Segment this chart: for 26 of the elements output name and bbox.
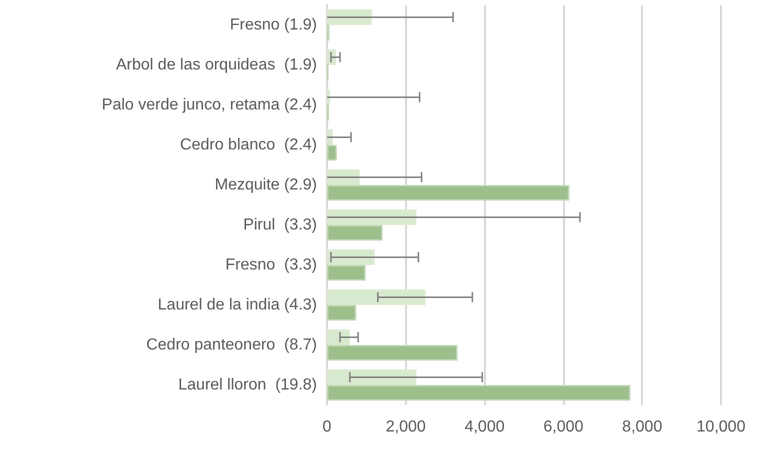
bar [327, 265, 366, 281]
y-tick-label: Laurel lloron (19.8) [178, 376, 317, 394]
bar [327, 305, 356, 321]
y-tick-label: Mezquite (2.9) [214, 176, 317, 194]
bar [327, 289, 426, 305]
y-tick-label: Pirul (3.3) [243, 216, 317, 234]
y-tick-label: Palo verde junco, retama (2.4) [102, 96, 317, 114]
bar [327, 185, 570, 201]
y-tick-label: Fresno (3.3) [225, 256, 317, 274]
x-tick-label: 4,000 [464, 418, 505, 436]
y-tick-label: Cedro panteonero (8.7) [146, 336, 317, 354]
bar [327, 329, 350, 345]
bar [327, 225, 383, 241]
x-tick-label: 0 [322, 418, 332, 436]
y-tick-label: Cedro blanco (2.4) [180, 136, 317, 154]
bar [327, 369, 416, 385]
bar [327, 385, 630, 401]
bar [327, 345, 458, 361]
y-tick-label: Fresno (1.9) [230, 16, 317, 34]
x-tick-label: 2,000 [386, 418, 426, 436]
x-tick-label: 6,000 [543, 418, 584, 436]
x-tick-label: 10,000 [696, 418, 746, 436]
x-tick-label: 8,000 [622, 418, 662, 436]
bar [327, 145, 337, 161]
y-tick-label: Laurel de la india (4.3) [158, 296, 317, 314]
y-tick-label: Arbol de las orquideas (1.9) [116, 56, 317, 74]
